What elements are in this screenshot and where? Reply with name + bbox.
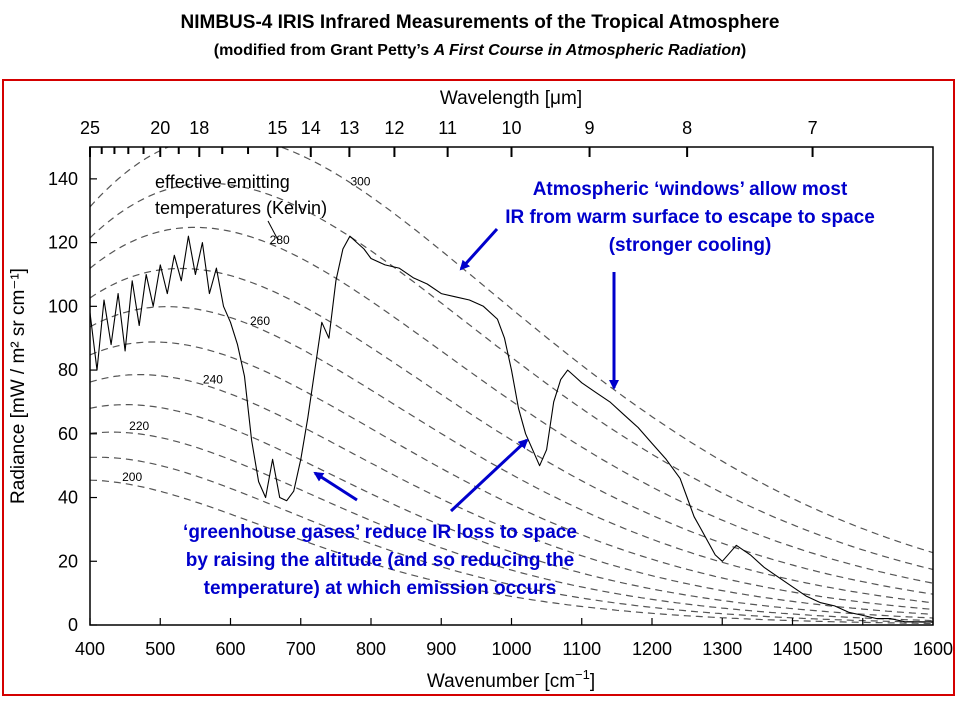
x-tick-label: 1200 (632, 639, 672, 659)
greenhouse-annotation-1: ‘greenhouse gases’ reduce IR loss to spa… (183, 522, 577, 543)
measured-spectrum (90, 235, 933, 623)
emitting-pointer (267, 220, 279, 241)
x-tick-label: 1000 (491, 639, 531, 659)
wavelength-tick-label: 18 (189, 118, 209, 138)
greenhouse-annotation-2: by raising the altitude (and so reducing… (186, 550, 575, 571)
page-subtitle: (modified from Grant Petty’s A First Cou… (0, 42, 960, 60)
y-tick-label: 60 (58, 424, 78, 444)
x-tick-label: 800 (356, 639, 386, 659)
windows-annotation-2: IR from warm surface to escape to space (505, 207, 875, 228)
temperature-label: 300 (350, 174, 370, 188)
blackbody-curve-300 (90, 147, 933, 554)
y-tick-label: 40 (58, 488, 78, 508)
figure-frame (2, 79, 955, 696)
effective-emitting-label-1: effective emitting (155, 172, 290, 192)
wavelength-tick-label: 11 (438, 118, 457, 138)
wavelength-axis-title: Wavelength [μm] (440, 88, 582, 109)
y-tick-label: 20 (58, 551, 78, 571)
subtitle-book: A First Course in Atmospheric Radiation (433, 42, 741, 59)
temperature-label: 220 (129, 419, 149, 433)
temperature-label: 200 (122, 470, 142, 484)
blackbody-curves (90, 147, 933, 624)
radiance-axis-title: Radiance [mW / m² sr cm⁻¹] (8, 268, 29, 504)
spectrum-line (90, 235, 933, 623)
y-tick-label: 0 (68, 615, 78, 635)
wavelength-tick-label: 8 (682, 118, 692, 138)
y-tick-label: 120 (48, 233, 78, 253)
temperature-labels: 200 220 240 260 280 300 (122, 174, 371, 483)
wavenumber-axis-title: Wavenumber [cm−1] (427, 667, 595, 692)
blackbody-curve-290 (90, 182, 933, 571)
x-tick-label: 400 (75, 639, 105, 659)
y-axis: 0 20 40 60 80 100 120 140 (48, 169, 97, 635)
wavelength-tick-label: 25 (80, 118, 100, 138)
blackbody-curve-260 (90, 305, 933, 604)
y-tick-label: 80 (58, 360, 78, 380)
wavelength-tick-label: 12 (384, 118, 404, 138)
effective-emitting-label-2: temperatures (Kelvin) (155, 198, 327, 218)
blackbody-curve-220 (90, 431, 933, 622)
blackbody-curve-280 (90, 226, 933, 584)
x-tick-label: 1300 (702, 639, 742, 659)
greenhouse-annotation-3: temperature) at which emission occurs (204, 578, 557, 599)
temperature-label: 240 (203, 373, 223, 387)
wavelength-tick-label: 14 (301, 118, 321, 138)
y-tick-label: 140 (48, 169, 78, 189)
blackbody-curve-210 (90, 456, 933, 623)
x-tick-label: 700 (286, 639, 316, 659)
windows-annotation-3: (stronger cooling) (609, 235, 772, 256)
blackbody-curve-230 (90, 404, 933, 619)
greenhouse-arrow-2 (449, 438, 529, 513)
wavelength-tick-label: 13 (339, 118, 359, 138)
blackbody-curve-250 (90, 341, 933, 610)
x-tick-label: 1500 (843, 639, 883, 659)
subtitle-suffix: ) (740, 42, 747, 59)
x-tick-label: 900 (426, 639, 456, 659)
x-tick-label: 1100 (562, 639, 601, 659)
temperature-label: 280 (270, 233, 290, 247)
x-axis: 400 500 600 700 800 900 1000 1100 1200 1300 1400 15… (75, 618, 953, 659)
page-title: NIMBUS-4 IRIS Infrared Measurements of t… (180, 12, 780, 33)
wavelength-axis: 25 20 18 15 14 13 12 11 10 9 8 7 (80, 118, 818, 157)
greenhouse-arrow-1 (313, 471, 358, 502)
wavelength-tick-label: 15 (267, 118, 287, 138)
wavelength-tick-label: 20 (150, 118, 170, 138)
subtitle-prefix: (modified from Grant Petty’s (213, 42, 434, 59)
wavelength-tick-label: 7 (808, 118, 818, 138)
wavelength-tick-label: 10 (501, 118, 521, 138)
blackbody-curve-240 (90, 374, 933, 615)
x-tick-label: 600 (215, 639, 245, 659)
windows-annotation-1: Atmospheric ‘windows’ allow most (533, 179, 848, 200)
temperature-label: 260 (250, 314, 270, 328)
x-tick-label: 1400 (772, 639, 812, 659)
blackbody-curve-270 (90, 267, 933, 595)
window-arrow-1 (459, 227, 499, 271)
y-tick-label: 100 (48, 296, 78, 316)
wavelength-tick-label: 9 (585, 118, 595, 138)
x-tick-label: 500 (145, 639, 175, 659)
x-tick-label: 1600 (913, 639, 953, 659)
